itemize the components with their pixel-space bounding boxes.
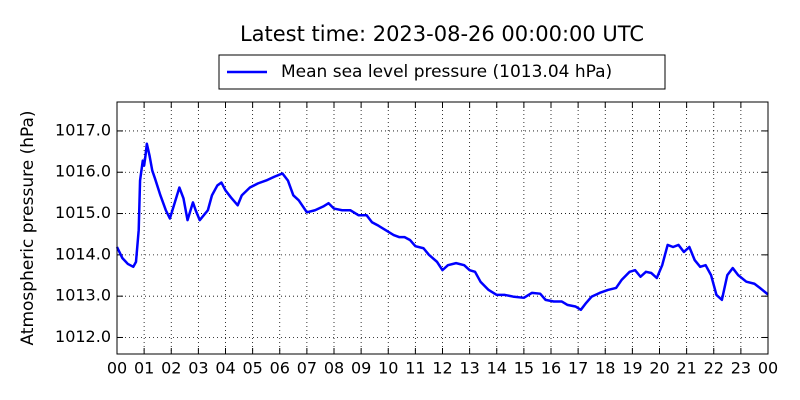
data-line	[115, 142, 769, 312]
x-tick-label: 14	[487, 359, 507, 378]
x-tick-label: 16	[541, 359, 561, 378]
x-tick-label: 18	[595, 359, 615, 378]
x-tick-label: 22	[704, 359, 724, 378]
y-tick-label: 1012.0	[55, 327, 111, 346]
x-tick-label: 08	[324, 359, 344, 378]
x-tick-label: 01	[134, 359, 154, 378]
y-tick-label: 1015.0	[55, 203, 111, 222]
legend-box	[218, 54, 666, 90]
x-tick-label: 10	[378, 359, 398, 378]
y-tick-label: 1013.0	[55, 286, 111, 305]
plot-frame	[116, 101, 769, 355]
y-tick-label: 1017.0	[55, 120, 111, 139]
x-tick-label: 23	[731, 359, 751, 378]
x-tick-label: 21	[676, 359, 696, 378]
x-tick-label: 13	[459, 359, 479, 378]
x-tick-label: 00	[107, 359, 127, 378]
x-tick-label: 20	[649, 359, 669, 378]
x-tick-label: 07	[297, 359, 317, 378]
x-tick-label: 12	[432, 359, 452, 378]
x-tick-label: 05	[242, 359, 262, 378]
y-tick-label: 1014.0	[55, 244, 111, 263]
x-tick-label: 11	[405, 359, 425, 378]
x-tick-label: 03	[188, 359, 208, 378]
x-tick-label: 19	[622, 359, 642, 378]
chart-title: Latest time: 2023-08-26 00:00:00 UTC	[240, 22, 644, 46]
y-axis-label: Atmospheric pressure (hPa)	[18, 110, 38, 345]
legend-label: Mean sea level pressure (1013.04 hPa)	[281, 62, 612, 82]
x-tick-label: 17	[568, 359, 588, 378]
x-tick-label: 15	[514, 359, 534, 378]
x-tick-label: 02	[161, 359, 181, 378]
x-tick-label: 00	[758, 359, 778, 378]
y-tick-label: 1016.0	[55, 162, 111, 181]
x-tick-label: 09	[351, 359, 371, 378]
x-tick-label: 04	[215, 359, 235, 378]
x-tick-label: 06	[270, 359, 290, 378]
